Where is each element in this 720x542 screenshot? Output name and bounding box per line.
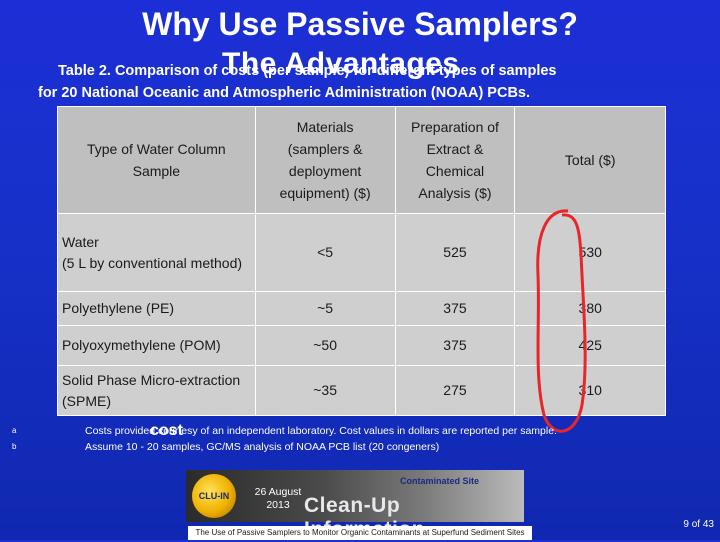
banner-subtitle: Contaminated Site [400, 476, 480, 486]
header-materials: Materials (samplers & deployment equipme… [254, 106, 396, 214]
cost-annotation-label: cost [150, 422, 183, 439]
header-sample-type: Type of Water Column Sample [57, 106, 256, 214]
footer-presentation-title: The Use of Passive Samplers to Monitor O… [188, 526, 532, 540]
clu-in-logo-icon: CLU-IN [192, 474, 236, 518]
table-caption-line2: for 20 National Oceanic and Atmospheric … [38, 85, 531, 101]
cell-materials: ~35 [254, 365, 396, 416]
banner-date-line2: 2013 [266, 499, 290, 511]
footnote-b: Assume 10 - 20 samples, GC/MS analysis o… [85, 441, 440, 453]
cell-materials: <5 [254, 213, 396, 292]
table-row: Polyoxymethylene (POM) ~50 375 425 [57, 325, 666, 366]
cell-total: 380 [514, 291, 666, 326]
footnote-a: Costs provided courtesy of an independen… [85, 425, 557, 437]
cell-materials: ~50 [254, 325, 396, 366]
cell-sample-type: Solid Phase Micro-extraction (SPME) [57, 365, 256, 416]
banner-date-line1: 26 August [254, 486, 302, 498]
cell-sample-type: Polyoxymethylene (POM) [57, 325, 256, 366]
header-total: Total ($) [514, 106, 666, 214]
slide-title: Why Use Passive Samplers? [142, 6, 578, 42]
cell-analysis: 525 [394, 213, 516, 292]
table-row: Polyethylene (PE) ~5 375 380 [57, 291, 666, 326]
footnotes: Costs provided courtesy of an independen… [85, 423, 685, 455]
cell-sample-type: Water (5 L by conventional method) [57, 213, 256, 292]
cell-total: 310 [514, 365, 666, 416]
table-caption-line1: Table 2. Comparison of costs (per sample… [58, 63, 557, 79]
footnote-marker-b: b [12, 442, 17, 451]
cell-analysis: 375 [394, 291, 516, 326]
slide-subtitle: The Advantages [222, 47, 460, 80]
table-header-row: Type of Water Column Sample Materials (s… [57, 106, 666, 214]
cell-sample-type: Polyethylene (PE) [57, 291, 256, 326]
cell-materials: ~5 [254, 291, 396, 326]
cost-table: Type of Water Column Sample Materials (s… [57, 106, 666, 416]
cell-analysis: 275 [394, 365, 516, 416]
cell-total: 530 [514, 213, 666, 292]
table-row: Solid Phase Micro-extraction (SPME) ~35 … [57, 365, 666, 416]
clu-in-banner[interactable]: CLU-IN 26 August 2013 Contaminated Site … [186, 470, 524, 541]
banner-date: 26 August 2013 [248, 486, 308, 512]
table-caption: Table 2. Comparison of costs (per sample… [38, 60, 698, 104]
slide-number: 9 of 43 [683, 519, 714, 530]
cell-analysis: 375 [394, 325, 516, 366]
cell-total: 425 [514, 325, 666, 366]
header-analysis: Preparation of Extract & Chemical Analys… [394, 106, 516, 214]
table-row: Water (5 L by conventional method) <5 52… [57, 213, 666, 292]
footnote-marker-a: a [12, 426, 17, 435]
